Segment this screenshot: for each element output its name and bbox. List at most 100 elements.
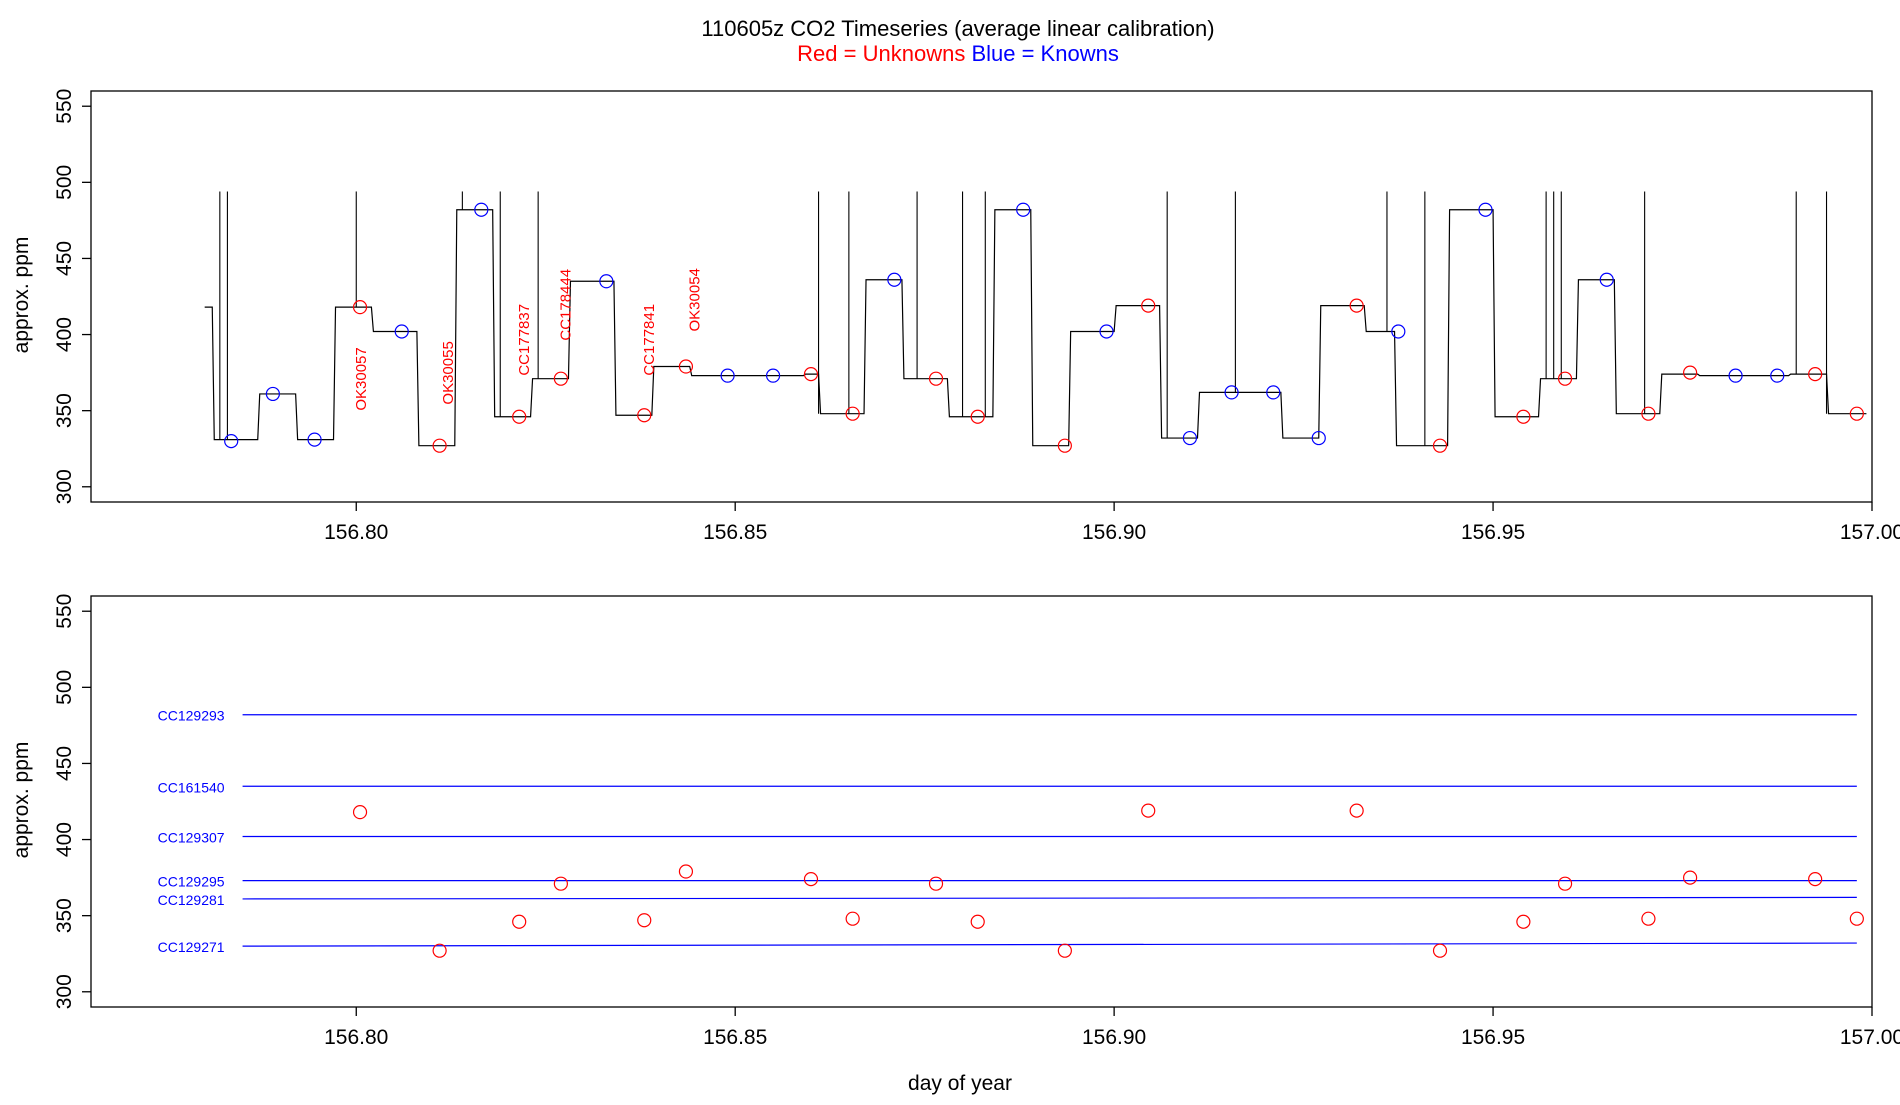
top-panel: 156.80 156.85 156.90 156.95 157.00 300 350 400 4… — [53, 89, 1900, 544]
top-known-point — [265, 386, 280, 402]
bottom-unknown-point — [352, 805, 368, 820]
top-y-tick-label: 500 — [53, 165, 76, 200]
top-x-tick-label: 156.90 — [1082, 521, 1146, 544]
bottom-reference-label: CC129281 — [158, 892, 225, 908]
top-unknown-point — [1349, 298, 1364, 313]
bottom-reference-line — [242, 942, 1857, 947]
bottom-unknown-point — [1516, 914, 1531, 929]
top-unknown-point — [845, 406, 860, 421]
bottom-unknown-point — [1141, 803, 1156, 818]
bottom-y-tick-label: 300 — [53, 974, 76, 1009]
bottom-x-tick-label: 156.80 — [324, 1026, 388, 1049]
bottom-plot-frame — [90, 595, 1873, 1008]
top-known-point — [887, 272, 902, 287]
top-unknown-point — [1557, 371, 1573, 386]
top-unknown-point — [1683, 365, 1698, 380]
top-unknown-point — [1432, 438, 1448, 453]
top-known-point — [1728, 368, 1743, 383]
top-unknown-point — [970, 409, 985, 424]
top-known-point — [474, 202, 489, 217]
bottom-unknown-point — [1683, 870, 1698, 885]
x-axis-label: day of year — [908, 1072, 1012, 1095]
top-known-point — [1770, 368, 1785, 383]
top-known-point — [224, 434, 239, 449]
bottom-reference-label: CC129295 — [158, 874, 225, 890]
bottom-reference-label: CC129307 — [158, 830, 225, 846]
top-known-point — [599, 274, 614, 289]
top-known-point — [1016, 202, 1031, 217]
bottom-y-tick-label: 350 — [53, 898, 76, 933]
top-known-point — [765, 368, 781, 383]
top-sample-annotation: CC178444 — [558, 269, 575, 341]
top-unknown-point — [803, 367, 819, 382]
top-unknown-point — [1057, 438, 1072, 453]
bottom-y-tick-label: 500 — [53, 670, 76, 705]
bottom-unknown-point — [1641, 911, 1656, 926]
top-trace-line — [204, 209, 1867, 447]
top-unknown-point — [1641, 406, 1656, 421]
bottom-x-tick-label: 157.00 — [1840, 1026, 1900, 1049]
top-unknown-point — [1141, 298, 1156, 313]
top-unknown-point — [432, 438, 447, 453]
bottom-unknown-point — [1557, 876, 1573, 891]
bottom-unknown-point — [678, 864, 694, 879]
top-y-tick-label: 450 — [53, 241, 76, 276]
top-x-tick-label: 157.00 — [1840, 521, 1900, 544]
top-unknown-point — [928, 371, 944, 386]
top-unknown-point — [512, 409, 527, 424]
top-known-point — [720, 368, 735, 383]
bottom-unknown-point — [1349, 803, 1364, 818]
top-known-point — [1478, 202, 1493, 217]
chart-subtitle: Red = Unknowns Blue = Knowns — [797, 41, 1119, 66]
bottom-panel: 156.80 156.85 156.90 156.95 157.00 300 350 400 4… — [53, 594, 1900, 1049]
top-unknown-point — [553, 371, 568, 386]
top-sample-annotation: CC177837 — [516, 304, 533, 376]
bottom-unknown-point — [803, 872, 819, 887]
top-unknown-point — [352, 300, 368, 315]
top-unknown-point — [1849, 406, 1864, 421]
top-y-tick-label: 400 — [53, 317, 76, 352]
top-unknown-point — [678, 359, 694, 374]
top-x-tick-label: 156.80 — [324, 521, 388, 544]
top-known-point — [1182, 430, 1198, 446]
bottom-reference-line — [242, 896, 1857, 900]
top-y-tick-label: 300 — [53, 469, 76, 504]
bottom-x-tick-label: 156.85 — [703, 1026, 767, 1049]
top-known-point — [394, 324, 409, 339]
bottom-x-tick-label: 156.90 — [1082, 1026, 1146, 1049]
bottom-y-tick-label: 550 — [53, 594, 76, 629]
top-y-tick-label: 550 — [53, 89, 76, 124]
top-known-point — [1599, 272, 1614, 287]
top-sample-annotation: OK30057 — [353, 347, 370, 410]
top-known-point — [307, 432, 322, 447]
bottom-unknown-point — [1057, 943, 1072, 958]
top-known-point — [1311, 430, 1326, 446]
top-sample-annotation: CC177841 — [641, 304, 658, 376]
top-known-point — [1266, 385, 1281, 400]
bottom-unknown-point — [1432, 943, 1448, 958]
bottom-reference-label: CC161540 — [158, 779, 225, 795]
top-y-tick-label: 350 — [53, 393, 76, 428]
top-sample-annotation: OK30055 — [440, 341, 457, 404]
bottom-unknown-point — [928, 876, 944, 891]
top-y-axis-label: approx. ppm — [10, 237, 33, 354]
bottom-unknown-point — [1849, 911, 1864, 926]
bottom-unknown-point — [553, 876, 568, 891]
top-unknown-point — [1516, 409, 1531, 424]
bottom-reference-label: CC129271 — [158, 939, 225, 955]
top-known-point — [1099, 324, 1114, 339]
top-x-tick-label: 156.85 — [703, 521, 767, 544]
top-unknown-point — [1808, 367, 1823, 382]
top-unknown-point — [637, 408, 652, 423]
bottom-unknown-point — [432, 943, 447, 958]
legend-knowns: Blue = Knowns — [965, 41, 1118, 66]
top-plot-frame — [90, 90, 1873, 503]
bottom-reference-label: CC129293 — [158, 708, 225, 724]
bottom-unknown-point — [1808, 872, 1823, 887]
bottom-y-axis-label: approx. ppm — [10, 742, 33, 859]
top-sample-annotation: OK30054 — [687, 268, 704, 331]
bottom-y-tick-label: 400 — [53, 822, 76, 857]
bottom-y-tick-label: 450 — [53, 746, 76, 781]
